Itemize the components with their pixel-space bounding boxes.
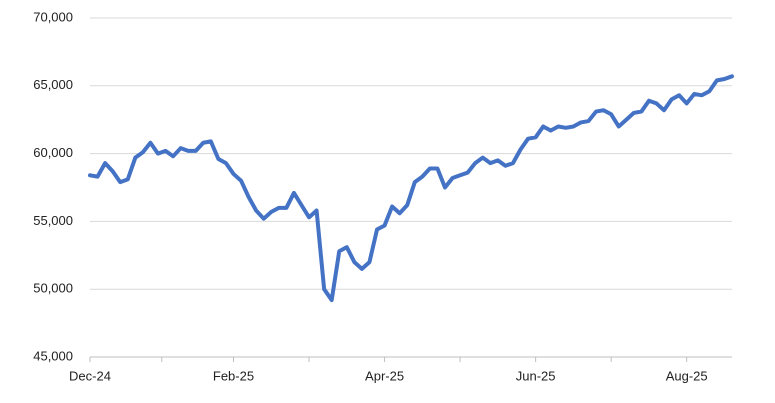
y-tick-label: 60,000 [33,145,73,160]
y-tick-label: 70,000 [33,9,73,24]
x-tick-label: Jun-25 [516,368,556,383]
x-tick-label: Feb-25 [213,368,254,383]
y-tick-label: 50,000 [33,281,73,296]
y-tick-label: 65,000 [33,77,73,92]
x-tick-label: Aug-25 [666,368,708,383]
x-tick-label: Apr-25 [365,368,404,383]
x-tick-label: Dec-24 [69,368,111,383]
y-tick-label: 55,000 [33,213,73,228]
data-line [88,74,734,303]
y-tick-label: 45,000 [33,348,73,363]
